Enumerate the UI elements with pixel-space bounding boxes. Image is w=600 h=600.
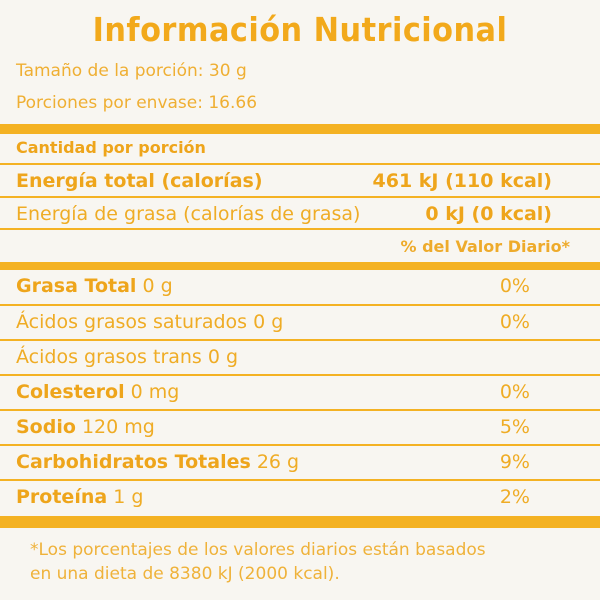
energy-value: 461 kJ (110 kcal) bbox=[372, 170, 552, 192]
divider bbox=[0, 196, 600, 198]
nutrient-label: Proteína 1 g bbox=[16, 486, 144, 508]
nutrient-label: Sodio 120 mg bbox=[16, 416, 155, 438]
divider bbox=[0, 228, 600, 230]
nutrient-label: Grasa Total 0 g bbox=[16, 275, 173, 297]
nutrient-percent: 5% bbox=[499, 416, 530, 438]
nutrient-label: Ácidos grasos saturados 0 g bbox=[16, 311, 284, 333]
serving-size: Tamaño de la porción: 30 g bbox=[16, 61, 247, 81]
nutrient-row-fat: Grasa Total 0 g 0% bbox=[0, 270, 600, 304]
nutrient-percent: 0% bbox=[499, 381, 530, 403]
nutrient-row-carbohydrates: Carbohidratos Totales 26 g 9% bbox=[0, 446, 600, 480]
nutrient-row-trans: Ácidos grasos trans 0 g bbox=[0, 341, 600, 375]
divider bbox=[0, 479, 600, 481]
nutrient-percent: 0% bbox=[499, 275, 530, 297]
fat-energy-label: Energía de grasa (calorías de grasa) bbox=[16, 203, 361, 225]
nutrient-row-sodium: Sodio 120 mg 5% bbox=[0, 411, 600, 445]
divider bbox=[0, 444, 600, 446]
divider bbox=[0, 304, 600, 306]
nutrient-row-cholesterol: Colesterol 0 mg 0% bbox=[0, 376, 600, 410]
nutrient-row-protein: Proteína 1 g 2% bbox=[0, 481, 600, 515]
divider bbox=[0, 339, 600, 341]
nutrient-label: Colesterol 0 mg bbox=[16, 381, 180, 403]
nutrient-label: Ácidos grasos trans 0 g bbox=[16, 346, 239, 368]
divider bbox=[0, 409, 600, 411]
divider bbox=[0, 163, 600, 165]
nutrient-percent: 2% bbox=[499, 486, 530, 508]
bottom-thick-divider bbox=[0, 516, 600, 528]
amount-per-serving-row: Cantidad por porción bbox=[0, 134, 600, 164]
nutrient-percent: 9% bbox=[499, 451, 530, 473]
thick-divider bbox=[0, 262, 600, 270]
footnote: *Los porcentajes de los valores diarios … bbox=[30, 538, 590, 586]
energy-label: Energía total (calorías) bbox=[16, 170, 263, 192]
fat-energy-value: 0 kJ (0 kcal) bbox=[425, 203, 552, 225]
fat-energy-row: Energía de grasa (calorías de grasa) 0 k… bbox=[0, 198, 600, 232]
label-title: Información Nutricional bbox=[92, 10, 508, 49]
energy-row: Energía total (calorías) 461 kJ (110 kca… bbox=[0, 165, 600, 199]
nutrient-label: Carbohidratos Totales 26 g bbox=[16, 451, 300, 473]
amount-per-serving-label: Cantidad por porción bbox=[16, 138, 206, 157]
nutrient-row-saturated: Ácidos grasos saturados 0 g 0% bbox=[0, 306, 600, 340]
divider bbox=[0, 374, 600, 376]
daily-value-header-row: % del Valor Diario* bbox=[0, 230, 600, 262]
nutrient-percent: 0% bbox=[499, 311, 530, 333]
daily-value-header: % del Valor Diario* bbox=[400, 237, 571, 256]
top-thick-divider bbox=[0, 124, 600, 134]
servings-per-container: Porciones por envase: 16.66 bbox=[16, 93, 258, 113]
footnote-line: en una dieta de 8380 kJ (2000 kcal). bbox=[30, 564, 340, 584]
footnote-line: *Los porcentajes de los valores diarios … bbox=[30, 540, 486, 560]
